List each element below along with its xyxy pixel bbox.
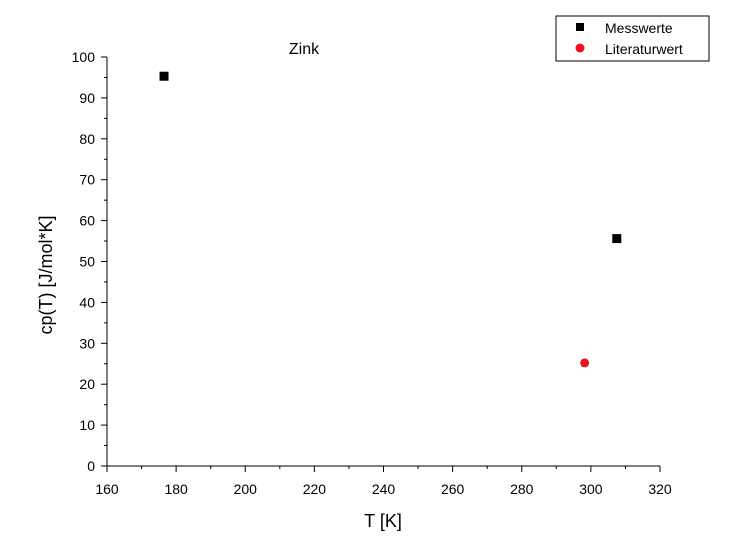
x-tick-label: 280 bbox=[510, 481, 534, 497]
y-tick-label: 100 bbox=[72, 49, 96, 65]
y-tick-label: 0 bbox=[87, 458, 95, 474]
legend-marker-messwerte bbox=[576, 23, 584, 31]
y-tick-label: 30 bbox=[79, 335, 95, 351]
legend-label-literaturwert: Literaturwert bbox=[605, 41, 683, 57]
y-tick-label: 60 bbox=[79, 213, 95, 229]
chart-title: Zink bbox=[289, 41, 320, 58]
data-point-series-0 bbox=[159, 71, 169, 81]
y-tick-label: 70 bbox=[79, 172, 95, 188]
legend-label-messwerte: Messwerte bbox=[605, 20, 673, 36]
y-tick-label: 50 bbox=[79, 254, 95, 270]
x-tick-label: 260 bbox=[441, 481, 465, 497]
legend-marker-literaturwert bbox=[575, 43, 585, 53]
y-tick-label: 40 bbox=[79, 294, 95, 310]
y-axis-title: cp(T) [J/mol*K] bbox=[36, 215, 56, 334]
x-axis-title: T [K] bbox=[364, 511, 402, 531]
y-tick-label: 90 bbox=[79, 90, 95, 106]
x-axis-ticks bbox=[106, 466, 661, 472]
y-axis-tick-labels: 0 10 20 30 40 50 60 70 80 90 100 bbox=[72, 49, 96, 474]
x-tick-label: 200 bbox=[234, 481, 258, 497]
x-tick-label: 180 bbox=[164, 481, 188, 497]
data-point-series-1 bbox=[580, 358, 590, 368]
x-tick-label: 220 bbox=[303, 481, 327, 497]
y-axis-ticks bbox=[101, 56, 107, 467]
y-tick-label: 10 bbox=[79, 417, 95, 433]
y-tick-label: 20 bbox=[79, 376, 95, 392]
x-tick-label: 240 bbox=[372, 481, 396, 497]
x-axis-tick-labels: 160 180 200 220 240 260 280 300 320 bbox=[95, 481, 672, 497]
x-tick-label: 300 bbox=[579, 481, 603, 497]
legend: Messwerte Literaturwert bbox=[555, 15, 710, 62]
data-points bbox=[159, 71, 622, 368]
y-tick-label: 80 bbox=[79, 131, 95, 147]
x-tick-label: 160 bbox=[95, 481, 119, 497]
data-point-series-0 bbox=[612, 234, 622, 244]
x-tick-label: 320 bbox=[648, 481, 672, 497]
